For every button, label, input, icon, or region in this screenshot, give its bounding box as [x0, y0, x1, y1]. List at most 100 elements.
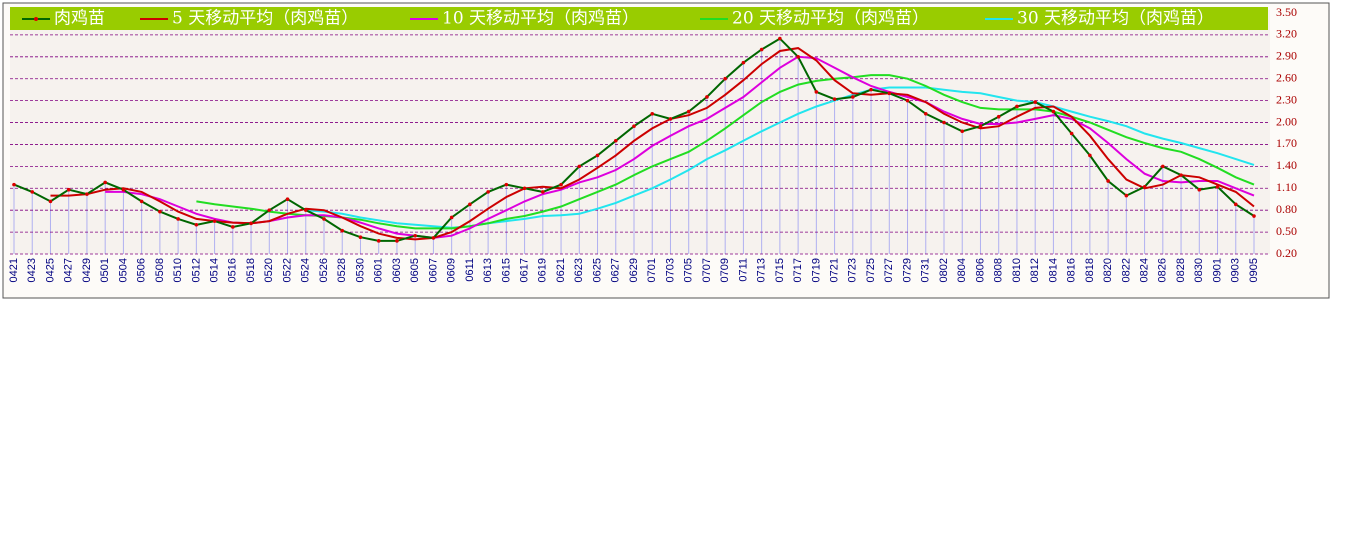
- x-tick-label: 0429: [81, 258, 93, 282]
- data-point: [1215, 185, 1220, 189]
- data-point: [1197, 187, 1202, 192]
- x-tick-label: 0701: [646, 258, 658, 282]
- data-point: [139, 199, 144, 204]
- x-tick-label: 0611: [464, 258, 476, 282]
- data-point: [923, 111, 928, 116]
- x-tick-label: 0705: [683, 258, 695, 282]
- x-tick-label: 0530: [354, 258, 366, 282]
- x-tick-label: 0423: [26, 258, 38, 282]
- x-tick-label: 0729: [901, 258, 913, 282]
- data-point: [887, 91, 892, 96]
- data-point: [358, 235, 363, 240]
- x-tick-label: 0516: [227, 258, 239, 282]
- x-tick-label: 0621: [555, 258, 567, 282]
- data-point: [48, 199, 53, 204]
- y-tick-label: 0.80: [1276, 202, 1297, 216]
- data-point: [1233, 202, 1238, 207]
- x-tick-label: 0528: [336, 258, 348, 282]
- data-point: [1161, 164, 1165, 169]
- data-point: [504, 182, 509, 187]
- series-line: [196, 74, 1255, 230]
- y-tick-label: 3.50: [1276, 5, 1297, 19]
- x-tick-label: 0812: [1029, 258, 1041, 282]
- data-point: [231, 225, 235, 229]
- data-point: [978, 124, 983, 128]
- legend-label: 10 天移动平均（肉鸡苗）: [442, 9, 639, 29]
- x-tick-label: 0524: [300, 258, 312, 282]
- x-tick-label: 0506: [136, 258, 148, 282]
- data-point: [705, 95, 709, 99]
- data-point: [1179, 173, 1183, 177]
- data-point: [303, 208, 308, 212]
- y-tick-label: 1.10: [1276, 180, 1297, 194]
- x-tick-label: 0828: [1175, 258, 1187, 282]
- x-tick-label: 0518: [245, 258, 257, 282]
- data-point: [376, 239, 381, 243]
- data-point: [121, 187, 126, 192]
- x-tick-label: 0501: [99, 258, 111, 282]
- x-tick-label: 0826: [1157, 258, 1169, 282]
- data-point: [996, 114, 1001, 119]
- data-point: [559, 182, 563, 187]
- x-tick-label: 0625: [591, 258, 603, 282]
- x-tick-label: 0514: [208, 258, 220, 282]
- x-tick-label: 0711: [737, 258, 749, 282]
- data-point: [66, 187, 71, 192]
- data-point: [468, 202, 472, 207]
- data-point: [851, 95, 855, 99]
- y-tick-label: 0.50: [1276, 224, 1297, 238]
- data-point: [340, 228, 345, 233]
- x-tick-label: 0707: [701, 258, 713, 282]
- data-point: [632, 124, 636, 128]
- data-point: [942, 120, 946, 125]
- data-point: [1033, 100, 1037, 104]
- plot-area: [10, 10, 1270, 254]
- data-point: [869, 87, 873, 92]
- x-tick-label: 0522: [281, 258, 293, 282]
- x-tick-label: 0830: [1193, 258, 1205, 282]
- data-point: [413, 233, 417, 238]
- x-tick-label: 0719: [810, 258, 822, 282]
- data-point: [431, 236, 436, 240]
- data-point: [449, 215, 454, 220]
- data-point: [686, 109, 691, 114]
- legend-marker: [34, 17, 38, 21]
- y-tick-label: 3.20: [1276, 27, 1297, 41]
- x-tick-label: 0713: [756, 258, 768, 282]
- x-tick-label: 0508: [154, 258, 166, 282]
- x-tick-label: 0802: [938, 258, 950, 282]
- x-tick-label: 0725: [865, 258, 877, 282]
- x-tick-label: 0723: [847, 258, 859, 282]
- x-tick-label: 0816: [1066, 258, 1078, 282]
- data-point: [759, 47, 764, 52]
- x-tick-label: 0703: [664, 258, 676, 282]
- x-tick-label: 0601: [373, 258, 385, 282]
- data-point: [650, 111, 655, 116]
- x-tick-label: 0717: [792, 258, 804, 282]
- data-point: [285, 197, 290, 202]
- data-point: [1106, 179, 1110, 183]
- x-tick-label: 0425: [44, 258, 56, 282]
- data-point: [158, 209, 162, 214]
- data-point: [395, 239, 399, 243]
- data-point: [668, 117, 673, 121]
- data-point: [1051, 109, 1056, 114]
- legend-label: 5 天移动平均（肉鸡苗）: [172, 9, 358, 29]
- legend-label: 肉鸡苗: [54, 9, 105, 29]
- x-tick-label: 0731: [920, 258, 932, 282]
- y-tick-label: 1.40: [1276, 158, 1297, 172]
- x-tick-label: 0820: [1102, 258, 1114, 282]
- x-tick-label: 0905: [1248, 258, 1260, 282]
- y-tick-label: 2.00: [1276, 114, 1297, 128]
- x-tick-label: 0619: [537, 258, 549, 282]
- y-tick-label: 2.30: [1276, 92, 1297, 106]
- data-point: [814, 90, 819, 94]
- data-point: [267, 208, 272, 212]
- data-point: [796, 55, 800, 59]
- data-point: [595, 153, 600, 158]
- y-tick-label: 2.60: [1276, 70, 1297, 84]
- data-point: [103, 180, 107, 185]
- legend-label: 30 天移动平均（肉鸡苗）: [1017, 9, 1214, 29]
